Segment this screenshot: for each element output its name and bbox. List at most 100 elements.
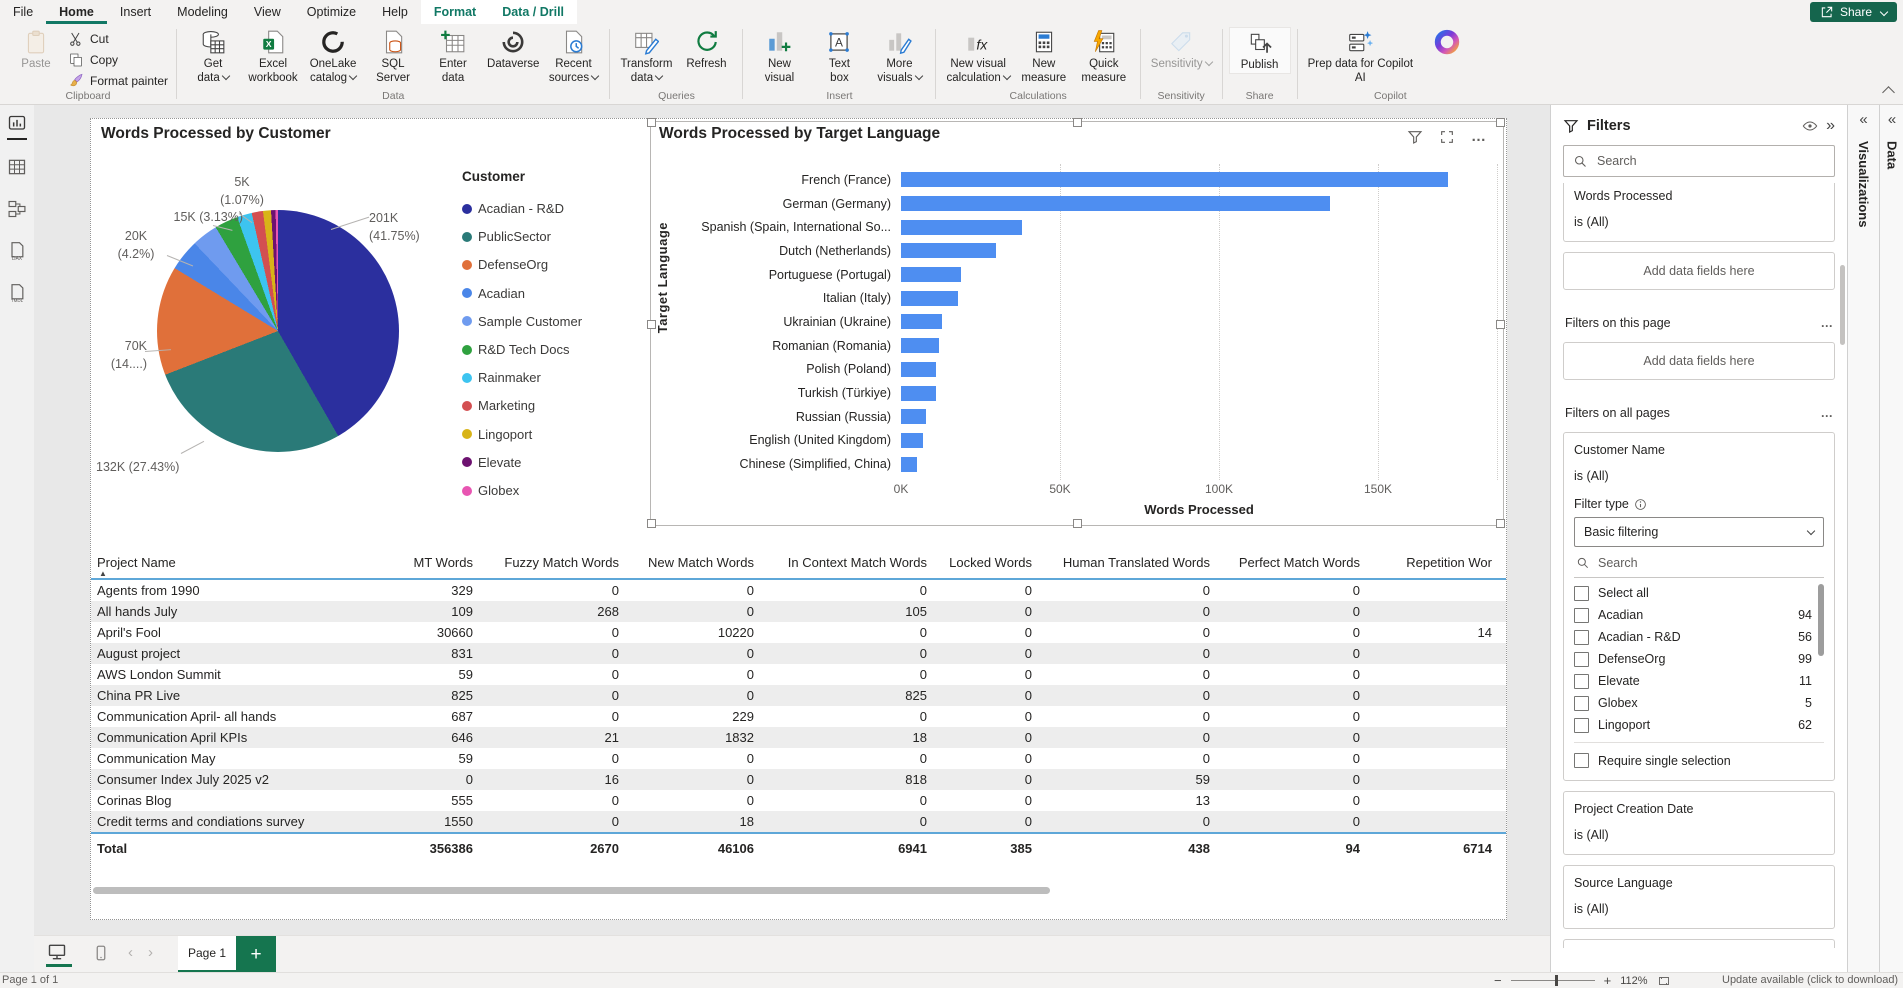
- mobile-view-icon[interactable]: [92, 943, 110, 963]
- bar-french-france-[interactable]: [901, 172, 1448, 188]
- get-button[interactable]: Get data: [183, 27, 243, 86]
- filter-type-select[interactable]: Basic filtering: [1574, 517, 1824, 547]
- filter-card-source-language[interactable]: Source Language is (All): [1563, 865, 1835, 929]
- filter-option-acadian[interactable]: Acadian 94: [1574, 604, 1824, 626]
- section-more-icon[interactable]: …: [1820, 316, 1834, 330]
- column-header-project-name[interactable]: Project Name ▲: [97, 555, 176, 578]
- filter-card-project-creation-date[interactable]: Project Creation Date is (All): [1563, 791, 1835, 855]
- menu-tab-help[interactable]: Help: [382, 5, 408, 19]
- resize-handle[interactable]: [647, 118, 656, 127]
- resize-handle[interactable]: [647, 519, 656, 528]
- column-header-perfect-match-words[interactable]: Perfect Match Words: [1238, 555, 1360, 570]
- legend-item[interactable]: Elevate: [462, 455, 521, 470]
- table-header-row[interactable]: Project Name ▲ MT Words Fuzzy Match Words Ne…: [91, 549, 1506, 579]
- table-row[interactable]: Agents from 1990 329 0 0 0 0 0 0: [91, 579, 1506, 601]
- resize-handle[interactable]: [647, 320, 656, 329]
- list-scrollbar[interactable]: [1818, 584, 1824, 656]
- table-row[interactable]: Corinas Blog 555 0 0 0 0 13 0: [91, 790, 1506, 811]
- table-row[interactable]: Credit terms and condiations survey 1550 0…: [91, 811, 1506, 833]
- zoom-in-button[interactable]: +: [1603, 972, 1612, 988]
- menu-tab-modeling[interactable]: Modeling: [177, 5, 228, 19]
- menu-tab-home[interactable]: Home: [46, 0, 107, 24]
- filter-values-search-input[interactable]: Search: [1574, 549, 1824, 578]
- fit-to-page-icon[interactable]: [1657, 975, 1671, 987]
- sidebar-item-dax-query-view[interactable]: DAX: [0, 231, 34, 273]
- pie-chart-visual[interactable]: Words Processed by Customer 201K (41.75%…: [93, 123, 646, 535]
- checkbox[interactable]: [1574, 585, 1589, 601]
- checkbox[interactable]: [1574, 629, 1589, 645]
- filters-search-input[interactable]: Search: [1563, 145, 1835, 177]
- bar-russian-russia-[interactable]: [901, 409, 927, 425]
- legend-item[interactable]: Globex: [462, 483, 519, 498]
- column-header-new-match-words[interactable]: New Match Words: [648, 555, 754, 570]
- more-button[interactable]: More visuals: [869, 27, 929, 86]
- prep-data-for-copilot-button[interactable]: Prep data for Copilot AI: [1304, 27, 1417, 86]
- cut-button[interactable]: Cut: [68, 31, 168, 47]
- new-button[interactable]: New visual: [749, 27, 809, 86]
- resize-handle[interactable]: [1073, 118, 1082, 127]
- publish-button[interactable]: Publish: [1228, 27, 1291, 74]
- add-data-fields-dropzone[interactable]: Add data fields here: [1563, 252, 1835, 290]
- recent-button[interactable]: Recent sources: [543, 27, 603, 86]
- checkbox[interactable]: [1574, 673, 1589, 689]
- require-single-selection[interactable]: Require single selection: [1574, 742, 1824, 768]
- enter-button[interactable]: Enter data: [423, 27, 483, 86]
- bar-italian-italy-[interactable]: [901, 290, 959, 306]
- zoom-slider-thumb[interactable]: [1554, 975, 1558, 986]
- bar-chart-visual[interactable]: Words Processed by Target Language … Tar…: [647, 118, 1505, 528]
- contextual-tab-data---drill[interactable]: Data / Drill: [489, 0, 578, 24]
- filter-option-elevate[interactable]: Elevate 11: [1574, 670, 1824, 692]
- resize-handle[interactable]: [1496, 519, 1505, 528]
- section-more-icon[interactable]: …: [1820, 406, 1834, 420]
- resize-handle[interactable]: [1496, 118, 1505, 127]
- desktop-view-icon[interactable]: [46, 942, 68, 962]
- legend-item[interactable]: Sample Customer: [462, 314, 582, 329]
- refresh-button[interactable]: Refresh: [676, 27, 736, 72]
- legend-item[interactable]: Acadian: [462, 286, 525, 301]
- prev-page-icon[interactable]: ‹: [128, 944, 133, 961]
- transform-button[interactable]: Transform data: [616, 27, 676, 86]
- table-row[interactable]: China PR Live 825 0 0 825 0 0 0: [91, 685, 1506, 706]
- bar-polish-poland-[interactable]: [901, 361, 936, 377]
- expand-pane-icon[interactable]: «: [1887, 111, 1897, 128]
- filter-option-globex[interactable]: Globex 5: [1574, 692, 1824, 714]
- sql-button[interactable]: SQL Server: [363, 27, 423, 86]
- checkbox[interactable]: [1574, 695, 1589, 711]
- eye-icon[interactable]: [1802, 118, 1818, 134]
- data-pane-collapsed[interactable]: « Data: [1879, 105, 1903, 972]
- bar-portuguese-portugal-[interactable]: [901, 267, 962, 283]
- zoom-slider[interactable]: [1510, 975, 1595, 986]
- table-row[interactable]: Communication April KPIs 646 21 1832 18 0 0 0: [91, 727, 1506, 748]
- legend-item[interactable]: Acadian - R&D: [462, 201, 564, 216]
- excel-button[interactable]: X Excel workbook: [243, 27, 303, 86]
- bar-chinese-simplified-china-[interactable]: [901, 456, 917, 472]
- column-header-fuzzy-match-words[interactable]: Fuzzy Match Words: [504, 555, 619, 570]
- column-header-repetition-wor[interactable]: Repetition Wor: [1406, 555, 1492, 570]
- quick-button[interactable]: Quick measure: [1074, 27, 1134, 86]
- contextual-tab-format[interactable]: Format: [420, 0, 490, 24]
- legend-item[interactable]: R&D Tech Docs: [462, 342, 570, 357]
- sidebar-item-tmdl-view[interactable]: TMDL: [0, 273, 34, 315]
- filter-card-customer-name[interactable]: Customer Name is (All) Filter type Basic…: [1563, 432, 1835, 781]
- dataverse-button[interactable]: Dataverse: [483, 27, 543, 72]
- filter-funnel-icon[interactable]: [1407, 129, 1423, 145]
- filter-option-defenseorg[interactable]: DefenseOrg 99: [1574, 648, 1824, 670]
- table-row[interactable]: Communication April- all hands 687 0 229 0 0 0…: [91, 706, 1506, 727]
- sidebar-item-model-view[interactable]: [0, 189, 34, 231]
- copilot-logo-button[interactable]: [1417, 27, 1477, 58]
- bar-romanian-romania-[interactable]: [901, 338, 940, 354]
- menu-tab-optimize[interactable]: Optimize: [306, 5, 357, 19]
- column-header-in-context-match-words[interactable]: In Context Match Words: [787, 555, 927, 570]
- filter-option-acadian-r-d[interactable]: Acadian - R&D 56: [1574, 626, 1824, 648]
- pie-chart[interactable]: [157, 210, 399, 452]
- new-visual-button[interactable]: fx New visual calculation: [942, 27, 1013, 86]
- legend-item[interactable]: Rainmaker: [462, 370, 541, 385]
- checkbox[interactable]: [1574, 607, 1589, 623]
- table-row[interactable]: Consumer Index July 2025 v2 0 16 0 818 0 59 0: [91, 769, 1506, 790]
- table-row[interactable]: April's Fool 30660 0 10220 0 0 0 0 14: [91, 622, 1506, 643]
- bar-spanish-spain-international-so-[interactable]: [901, 219, 1022, 235]
- bar-dutch-netherlands-[interactable]: [901, 243, 997, 259]
- table-row[interactable]: August project 831 0 0 0 0 0 0: [91, 643, 1506, 664]
- table-visual[interactable]: Project Name ▲ MT Words Fuzzy Match Words Ne…: [91, 549, 1506, 894]
- bar-english-united-kingdom-[interactable]: [901, 432, 924, 448]
